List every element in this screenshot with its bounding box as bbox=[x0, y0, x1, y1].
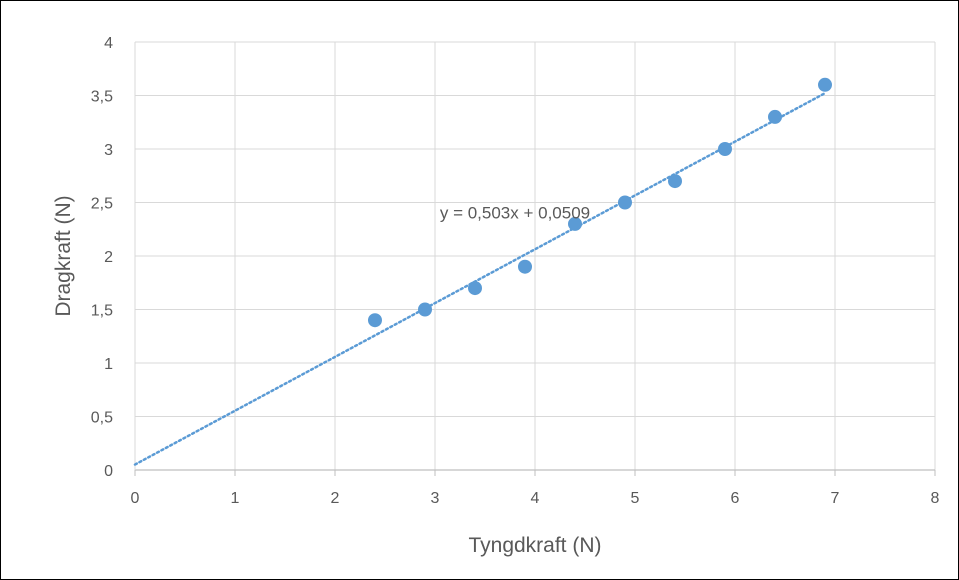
x-tick-label: 4 bbox=[531, 490, 540, 507]
y-tick-label: 1,5 bbox=[91, 303, 113, 320]
axes bbox=[134, 42, 936, 476]
y-tick-label: 1 bbox=[104, 356, 113, 373]
x-axis-title: Tyngdkraft (N) bbox=[468, 534, 601, 557]
data-point bbox=[668, 174, 682, 189]
data-point bbox=[468, 281, 482, 296]
x-tick-label: 6 bbox=[731, 490, 740, 507]
y-axis-title: Dragkraft (N) bbox=[52, 195, 75, 316]
y-tick-label: 0 bbox=[104, 463, 113, 480]
x-tick-label: 8 bbox=[931, 490, 940, 507]
y-tick-label: 4 bbox=[104, 35, 113, 52]
data-point bbox=[768, 109, 782, 124]
x-tick-label: 5 bbox=[631, 490, 640, 507]
data-point bbox=[518, 259, 532, 274]
data-points bbox=[368, 77, 832, 328]
x-tick-label: 2 bbox=[331, 490, 340, 507]
x-tick-label: 1 bbox=[231, 490, 240, 507]
x-tick-label: 0 bbox=[131, 490, 140, 507]
trendline bbox=[133, 91, 827, 466]
y-tick-label: 3,5 bbox=[91, 89, 113, 106]
x-tick-label: 3 bbox=[431, 490, 440, 507]
data-point bbox=[718, 142, 732, 156]
grid-lines bbox=[135, 41, 936, 470]
y-tick-label: 2,5 bbox=[91, 196, 113, 213]
data-point bbox=[818, 77, 832, 92]
y-tick-label: 2 bbox=[104, 249, 113, 266]
data-point bbox=[368, 313, 382, 328]
data-point bbox=[568, 216, 582, 231]
y-tick-label: 3 bbox=[104, 142, 113, 159]
data-point bbox=[418, 302, 432, 317]
x-tick-label: 7 bbox=[831, 490, 840, 507]
y-tick-label: 0,5 bbox=[91, 410, 113, 427]
data-point bbox=[618, 195, 632, 210]
trendline-equation: y = 0,503x + 0,0509 bbox=[440, 204, 590, 223]
tick-labels: 0 1 2 3 4 5 6 7 8 0 0,5 1 1,5 2 2,5 3 3,5 4 bbox=[91, 35, 940, 507]
